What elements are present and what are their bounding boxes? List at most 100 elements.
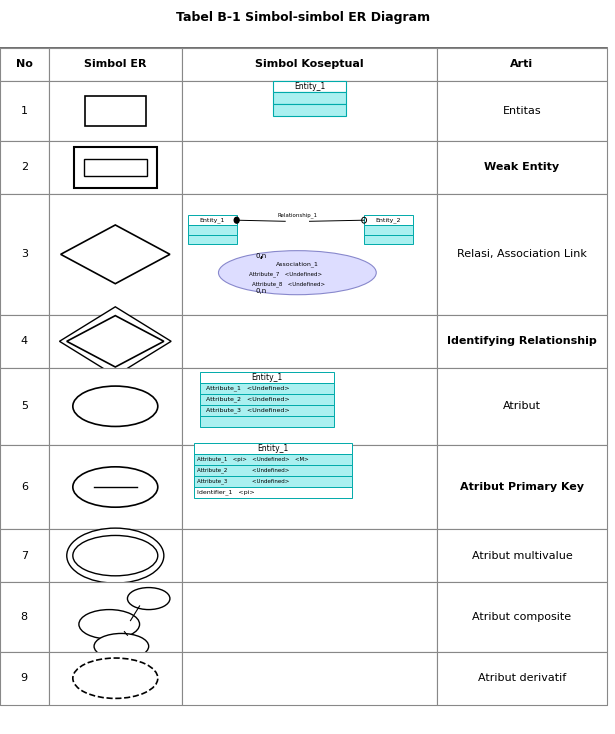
Bar <box>49 582 182 652</box>
Text: 5: 5 <box>21 401 28 411</box>
Text: Entity_2: Entity_2 <box>376 217 401 223</box>
Bar <box>0 368 49 445</box>
Bar <box>49 529 182 582</box>
Bar <box>188 235 237 244</box>
Bar <box>200 383 334 394</box>
Text: Relationship_1: Relationship_1 <box>277 212 317 217</box>
Text: 1: 1 <box>21 106 28 116</box>
Bar <box>200 372 334 383</box>
Bar <box>0 315 49 368</box>
Text: Association_1: Association_1 <box>276 261 319 266</box>
Bar <box>437 582 607 652</box>
Ellipse shape <box>79 609 140 639</box>
Bar <box>49 81 182 141</box>
Bar <box>200 405 334 415</box>
Text: 2: 2 <box>21 162 28 172</box>
Bar <box>49 445 182 529</box>
Text: Attribute_1   <pi>   <Undefined>   <M>: Attribute_1 <pi> <Undefined> <M> <box>197 457 309 462</box>
Bar <box>437 48 607 81</box>
Bar <box>437 141 607 194</box>
Bar <box>49 141 182 194</box>
Bar <box>437 445 607 529</box>
Text: 7: 7 <box>21 550 28 561</box>
Bar <box>0 194 49 315</box>
Text: 3: 3 <box>21 250 28 259</box>
Text: Arti: Arti <box>510 59 533 69</box>
Text: 0,n: 0,n <box>255 288 266 294</box>
Text: Atribut Primary Key: Atribut Primary Key <box>460 482 584 492</box>
Text: No: No <box>16 59 33 69</box>
Text: Simbol Koseptual: Simbol Koseptual <box>255 59 364 69</box>
Bar <box>437 81 607 141</box>
Bar <box>0 48 607 705</box>
Bar <box>0 582 49 652</box>
Text: 6: 6 <box>21 482 28 492</box>
Bar <box>182 315 437 368</box>
Bar <box>182 141 437 194</box>
Bar <box>194 487 352 498</box>
Text: Entitas: Entitas <box>502 106 541 116</box>
Ellipse shape <box>73 386 158 426</box>
Ellipse shape <box>127 587 170 609</box>
Ellipse shape <box>73 536 158 576</box>
Bar <box>182 81 437 141</box>
Ellipse shape <box>94 633 149 659</box>
Text: Attribute_7   <Undefined>: Attribute_7 <Undefined> <box>248 272 322 277</box>
Bar <box>84 159 147 176</box>
Bar <box>188 225 237 235</box>
Bar <box>0 445 49 529</box>
Polygon shape <box>60 307 171 376</box>
Text: Attribute_8   <Undefined>: Attribute_8 <Undefined> <box>252 282 325 287</box>
Bar <box>273 104 346 116</box>
Bar <box>182 194 437 315</box>
Bar <box>194 454 352 465</box>
Ellipse shape <box>73 467 158 507</box>
Text: Attribute_3   <Undefined>: Attribute_3 <Undefined> <box>206 407 290 413</box>
Text: 9: 9 <box>21 673 28 683</box>
Bar <box>364 216 413 225</box>
Bar <box>49 368 182 445</box>
Bar <box>182 529 437 582</box>
Bar <box>188 216 237 225</box>
Bar <box>49 652 182 705</box>
Bar <box>194 465 352 476</box>
Text: Tabel B-1 Simbol-simbol ER Diagram: Tabel B-1 Simbol-simbol ER Diagram <box>177 11 430 24</box>
Text: 8: 8 <box>21 612 28 622</box>
Bar <box>0 141 49 194</box>
Text: Simbol ER: Simbol ER <box>84 59 146 69</box>
Bar <box>364 235 413 244</box>
Ellipse shape <box>67 528 164 584</box>
Text: 0,n: 0,n <box>255 252 266 259</box>
Text: Attribute_2   <Undefined>: Attribute_2 <Undefined> <box>206 396 290 402</box>
Text: 4: 4 <box>21 336 28 346</box>
Bar <box>194 476 352 487</box>
Bar <box>437 652 607 705</box>
Text: Entity_1: Entity_1 <box>258 444 288 453</box>
Bar <box>273 92 346 104</box>
Bar <box>437 529 607 582</box>
Bar <box>200 394 334 405</box>
Bar <box>74 147 157 188</box>
Bar <box>0 81 49 141</box>
Bar <box>182 445 437 529</box>
Text: Atribut: Atribut <box>503 401 541 411</box>
Bar <box>182 48 437 81</box>
Circle shape <box>234 217 239 223</box>
Bar <box>49 315 182 368</box>
Bar <box>194 443 352 454</box>
Text: Identifying Relationship: Identifying Relationship <box>447 336 597 346</box>
Text: Atribut derivatif: Atribut derivatif <box>478 673 566 683</box>
Text: Attribute_2              <Undefined>: Attribute_2 <Undefined> <box>197 468 290 473</box>
Polygon shape <box>67 316 164 367</box>
Bar <box>364 225 413 235</box>
Text: Entity_1: Entity_1 <box>252 373 283 382</box>
Ellipse shape <box>218 251 376 295</box>
Bar <box>182 652 437 705</box>
Text: Entity_1: Entity_1 <box>200 217 225 223</box>
Bar <box>200 415 334 427</box>
Bar <box>437 194 607 315</box>
Text: Entity_1: Entity_1 <box>294 82 325 91</box>
Text: Atribut multivalue: Atribut multivalue <box>472 550 573 561</box>
Bar <box>49 194 182 315</box>
Text: Attribute_3              <Undefined>: Attribute_3 <Undefined> <box>197 479 290 484</box>
